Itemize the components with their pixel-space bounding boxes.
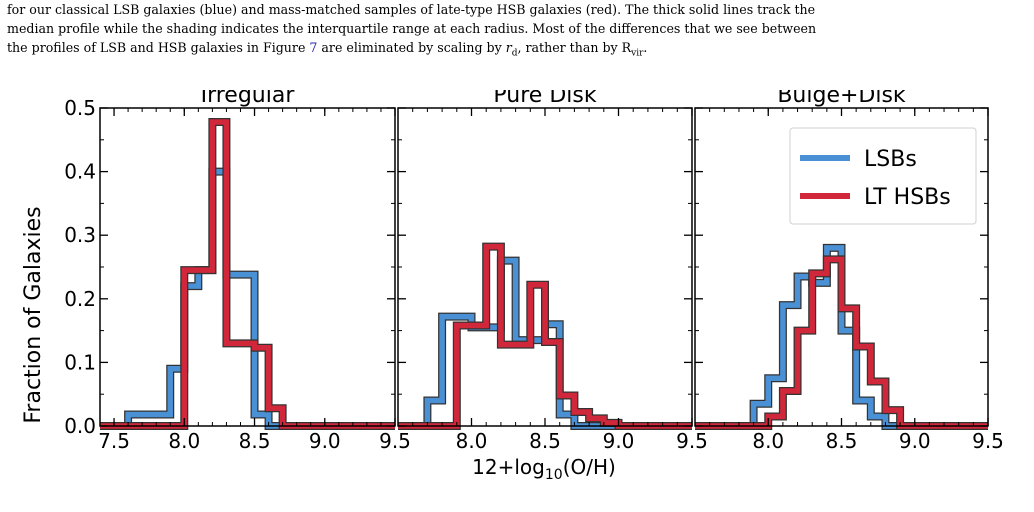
x-tick-label: 8.5 (529, 429, 561, 453)
rvir-subscript: vir (631, 48, 644, 59)
histogram-figure: Fraction of Galaxies 12+log10(O/H) 0.00.… (21, 90, 1004, 483)
series-line-lsbs (100, 168, 395, 429)
caption-text: the profiles of LSB and HSB galaxies in … (7, 40, 310, 55)
caption-line-1: for our classical LSB galaxies (blue) an… (7, 2, 816, 17)
x-tick-label: 9.0 (603, 429, 635, 453)
x-tick-label: 8.5 (239, 429, 271, 453)
y-tick-label: 0.4 (64, 160, 96, 184)
x-axis-label: 12+log10(O/H) (472, 455, 616, 483)
x-tick-label: 8.0 (168, 429, 200, 453)
y-tick-label: 0.2 (64, 287, 96, 311)
x-tick-label: 8.0 (456, 429, 488, 453)
x-tick-label: 9.5 (379, 429, 411, 453)
x-tick-label: 9.5 (676, 429, 708, 453)
rd-subscript: d (511, 48, 518, 59)
y-axis-label: Fraction of Galaxies (21, 206, 46, 423)
panel-title: Bulge+Disk (777, 90, 906, 108)
panel-frame (99, 107, 396, 427)
x-tick-label: 8.5 (826, 429, 858, 453)
figure-caption: for our classical LSB galaxies (blue) an… (7, 0, 1027, 64)
legend-entry: LSBs (864, 147, 917, 172)
rd-symbol: r (505, 40, 512, 55)
series-outline-lsbs (100, 167, 395, 430)
panel-title: Pure Disk (493, 90, 596, 108)
panel-title: Irregular (201, 90, 296, 108)
x-tick-label: 8.0 (752, 429, 784, 453)
caption-line-3: the profiles of LSB and HSB galaxies in … (7, 38, 1027, 64)
caption-text: , rather than by R (517, 40, 632, 55)
caption-text: are eliminated by scaling by (317, 40, 506, 55)
x-tick-label: 9.0 (309, 429, 341, 453)
x-tick-label: 7.5 (98, 429, 130, 453)
x-tick-label: 9.5 (972, 429, 1004, 453)
x-tick-label: 9.0 (899, 429, 931, 453)
caption-text: . (643, 40, 648, 55)
legend-entry: LT HSBs (864, 185, 951, 210)
y-tick-label: 0.3 (64, 223, 96, 247)
figure-reference-link[interactable]: 7 (309, 40, 318, 55)
chart-panels: 0.0 0.1 0.2 0.3 0.4 0.5 7.5 8.0 8.5 9.0 9.5 Irregul… (64, 90, 1004, 453)
y-tick-label: 0.1 (64, 350, 96, 374)
legend-box (789, 127, 977, 225)
y-tick-label: 0.0 (64, 414, 96, 438)
series-line-lt-hsbs (695, 256, 988, 429)
y-tick-label: 0.5 (64, 96, 96, 120)
caption-line-2: median profile while the shading indicat… (7, 21, 817, 36)
